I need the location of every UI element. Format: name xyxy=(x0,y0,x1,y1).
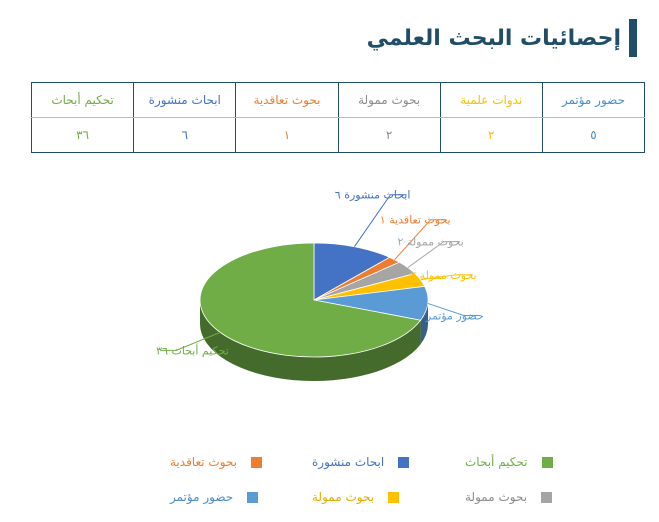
legend-swatch xyxy=(541,491,553,503)
pie-slice xyxy=(313,242,391,301)
page-title: إحصائيات البحث العلمي xyxy=(366,25,621,51)
callout-line xyxy=(160,331,221,351)
legend-item: بحوث تعاقدية xyxy=(170,455,262,469)
legend-swatch xyxy=(388,491,400,503)
callout-line xyxy=(427,302,480,316)
legend-item: حضور مؤتمر xyxy=(170,490,259,504)
slice-data-label: بحوث تعاقدية ١ xyxy=(380,214,451,227)
slice-data-label: بحوث ممولة ٢ xyxy=(410,269,476,282)
legend-label: بحوث تعاقدية xyxy=(170,455,237,469)
callout-line xyxy=(394,219,447,261)
stats-value-cell: ٢ xyxy=(439,117,543,153)
stats-header-cell: ابحاث منشورة xyxy=(133,82,237,118)
stats-value-cell: ٥ xyxy=(541,117,646,153)
stats-header-cell: ندوات علمية xyxy=(439,82,543,118)
stats-values-row: ٥ ٢ ٢ ١ ٦ ٣٦ xyxy=(30,117,646,153)
stats-value-cell: ٣٦ xyxy=(30,117,135,153)
legend-swatch xyxy=(247,491,259,503)
stats-header-cell: بحوث تعاقدية xyxy=(235,82,339,118)
legend-item: ابحاث منشورة xyxy=(312,455,410,469)
legend-swatch xyxy=(398,456,410,468)
callout-line xyxy=(420,274,473,281)
title-block: إحصائيات البحث العلمي xyxy=(367,18,637,58)
stats-header-cell: تحكيم أبحاث xyxy=(30,82,135,118)
legend-swatch xyxy=(541,456,553,468)
legend-label: ابحاث منشورة xyxy=(312,455,385,469)
title-accent-bar xyxy=(629,19,637,57)
stats-header-cell: حضور مؤتمر xyxy=(541,82,646,118)
slice-data-label: بحوث ممولة ٢ xyxy=(398,236,464,249)
stats-header-row: حضور مؤتمر ندوات علمية بحوث ممولة بحوث ت… xyxy=(30,82,646,118)
stats-table: حضور مؤتمر ندوات علمية بحوث ممولة بحوث ت… xyxy=(30,82,646,153)
legend-label: بحوث ممولة xyxy=(312,490,375,504)
legend-item: بحوث ممولة xyxy=(312,490,400,504)
stats-value-cell: ٢ xyxy=(337,117,441,153)
stats-value-cell: ١ xyxy=(235,117,339,153)
legend-label: بحوث ممولة xyxy=(465,490,528,504)
pie-slice-side xyxy=(200,300,421,381)
legend-item: بحوث ممولة xyxy=(465,490,553,504)
slice-data-label: ابحاث منشورة ٦ xyxy=(335,189,411,202)
legend-label: حضور مؤتمر xyxy=(170,490,234,504)
legend-swatch xyxy=(251,456,262,468)
pie-chart: ابحاث منشورة ٦ بحوث تعاقدية ١ بحوث ممولة ٢… xyxy=(156,189,484,381)
legend-item: تحكيم أبحاث xyxy=(465,455,553,469)
slice-data-label: تحكيم أبحاث ٣٦ xyxy=(156,343,229,357)
stats-header-cell: بحوث ممولة xyxy=(337,82,441,118)
slice-data-label: حضور مؤتمر ٥ xyxy=(416,309,483,322)
callout-line xyxy=(354,194,407,247)
callout-line xyxy=(407,241,460,269)
stats-value-cell: ٦ xyxy=(133,117,237,153)
legend-label: تحكيم أبحاث xyxy=(465,455,528,469)
